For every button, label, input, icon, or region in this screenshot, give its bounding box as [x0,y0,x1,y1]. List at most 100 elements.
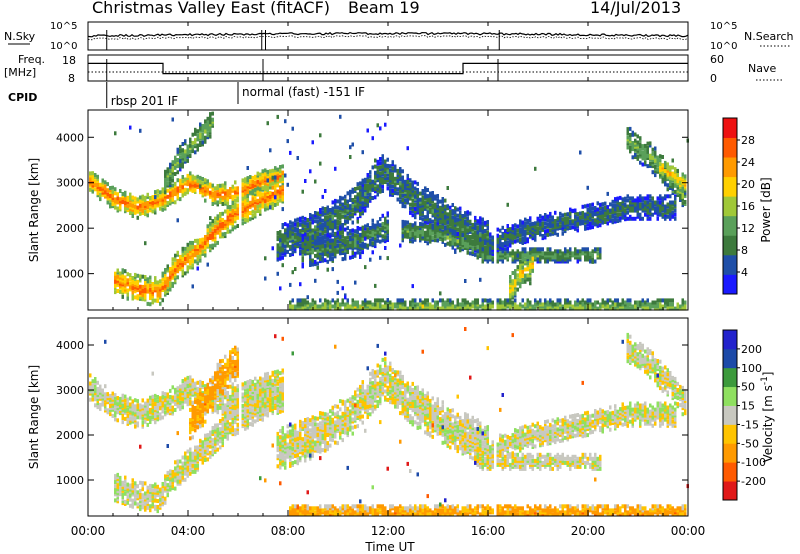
scatter-cell [319,251,322,255]
scatter-cell [684,193,687,198]
scatter-cell [631,147,634,152]
scatter-cell [264,168,267,173]
scatter-cell [511,232,514,237]
scatter-cell [326,215,329,220]
scatter-cell [214,224,217,229]
scatter-cell [664,169,667,174]
scatter-cell [264,256,267,261]
scatter-cell [586,300,589,305]
scatter-cell [171,160,174,165]
scatter-cell [411,203,414,207]
scatter-cell [381,213,384,218]
scatter-cell [514,291,517,296]
scatter-cell [364,188,367,193]
scatter-cell [521,251,524,256]
scatter-cell [129,192,132,197]
scatter-cell [156,286,159,291]
scatter-cell [369,170,372,175]
scatter-cell [274,168,277,173]
scatter-cell [214,228,217,233]
scatter-cell [519,251,522,256]
scatter-cell [204,198,207,203]
scatter-cell [676,306,679,311]
scatter-cell [474,306,477,311]
scatter-cell [529,224,532,229]
scatter-cell [451,300,454,305]
scatter-cell [479,277,482,282]
scatter-cell [596,207,599,212]
scatter-cell [671,165,674,170]
scatter-cell [641,150,644,155]
scatter-cell [519,239,522,244]
scatter-cell [119,205,122,210]
scatter-cell [381,189,384,193]
scatter-cell [634,153,637,157]
scatter-cell [549,214,552,218]
scatter-cell [269,175,272,180]
scatter-cell [204,137,207,142]
scatter-cell [276,169,279,174]
scatter-cell [446,302,449,307]
scatter-cell [141,274,144,279]
scatter-cell [319,257,322,262]
scatter-cell [164,184,167,189]
scatter-cell [459,306,462,311]
scatter-cell [641,206,644,211]
scatter-cell [449,209,452,214]
scatter-cell [601,214,604,219]
scatter-cell [114,399,117,404]
scatter-cell [509,241,512,246]
scatter-cell [364,192,367,197]
scatter-cell [536,255,539,260]
scatter-cell [576,255,579,260]
scatter-cell [506,224,509,228]
scatter-cell [506,298,509,303]
scatter-cell [486,220,489,224]
scatter-cell [514,227,517,232]
scatter-cell [574,210,577,215]
scatter-cell [104,188,107,193]
scatter-cell [464,300,467,305]
scatter-cell [296,298,299,303]
scatter-cell [126,272,129,277]
scatter-cell [354,195,357,200]
scatter-cell [591,212,594,217]
scatter-cell [386,236,389,240]
scatter-cell [184,151,187,156]
scatter-cell [221,183,224,188]
scatter-cell [381,222,384,226]
scatter-cell [296,156,299,160]
scatter-cell [364,306,367,311]
colorbar-tick-label: 8 [741,244,748,257]
scatter-cell [544,225,547,230]
scatter-cell [296,227,299,232]
scatter-cell [351,250,354,255]
scatter-cell [359,255,362,259]
scatter-cell [286,231,289,236]
scatter-cell [481,251,484,256]
scatter-cell [339,212,342,217]
scatter-cell [554,231,557,236]
scatter-cell [566,224,569,229]
scatter-cell [506,228,509,232]
scatter-cell [484,245,487,250]
scatter-cell [601,220,604,225]
scatter-cell [684,300,687,305]
scatter-cell [234,213,237,218]
scatter-cell [154,206,157,211]
scatter-cell [579,211,582,216]
scatter-cell [546,247,549,252]
scatter-cell [444,215,447,220]
scatter-cell [514,285,517,290]
scatter-cell [309,223,312,228]
scatter-cell [144,199,147,204]
scatter-cell [211,117,214,122]
scatter-cell [99,197,102,202]
scatter-cell [94,403,97,408]
scatter-cell [366,185,369,190]
scatter-cell [626,194,629,199]
scatter-cell [599,223,602,228]
scatter-cell [341,238,344,243]
scatter-cell [346,235,349,240]
scatter-cell [381,234,384,239]
